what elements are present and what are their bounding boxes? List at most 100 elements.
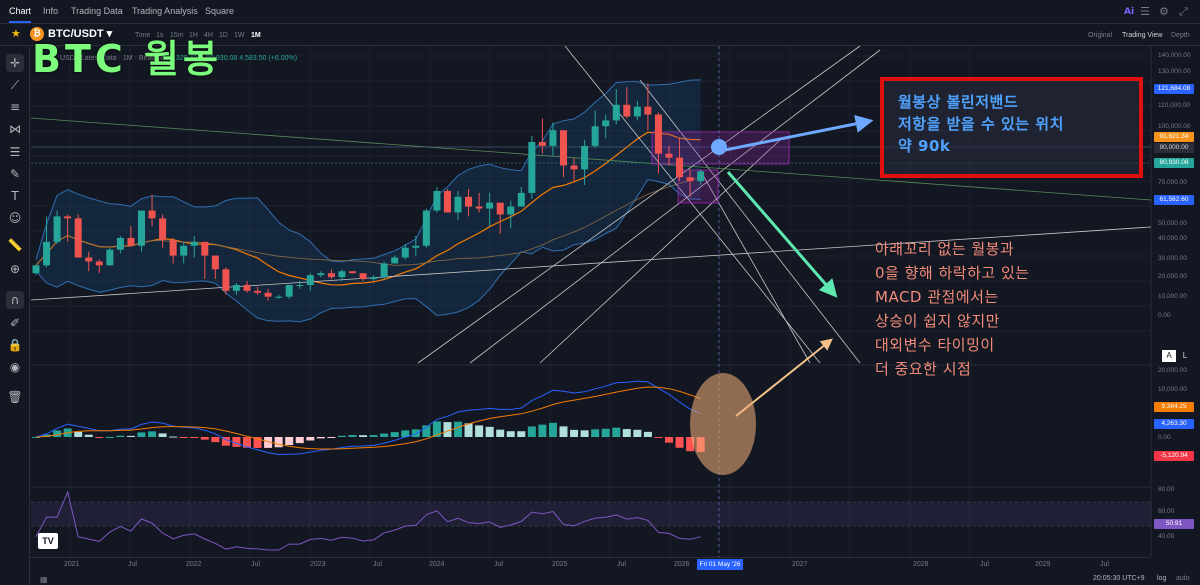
trendline [639,79,861,364]
top-nav: Chart Info Trading Data Trading Analysis… [0,0,1200,24]
interval-1w[interactable]: 1W [234,32,245,39]
tab-chart[interactable]: Chart [9,6,32,23]
tab-info[interactable]: Info [43,6,59,16]
candle-body [201,241,209,256]
candle-body [317,273,325,276]
ai-icon[interactable]: Ai [1124,7,1135,17]
note-line: 대외변수 타이밍이 [875,336,995,354]
tab-square[interactable]: Square [205,6,235,16]
arrow-to-callout [724,114,874,152]
candle-body [496,202,504,215]
macd-bar [665,437,673,443]
rsi-scale-label: 60.00 [1158,508,1175,515]
tab-trading-data[interactable]: Trading Data [71,6,123,16]
price-tag-last: 80,930.08 [1154,158,1194,168]
macd-bar [643,431,652,437]
macd-bar [432,421,441,437]
candle-body [159,218,167,240]
log-toggle[interactable]: log [1157,575,1167,582]
trash-icon[interactable]: 🗑 [7,390,23,404]
lock-drawing-icon[interactable]: ✐ [9,316,21,330]
horizontal-lines-icon[interactable]: ≡ [9,100,21,114]
macd-bar [422,425,431,437]
candle-body [254,290,262,293]
brush-icon[interactable]: ✎ [9,167,21,181]
macd-bar [190,437,199,438]
gear-icon[interactable]: ⚙ [1159,5,1169,18]
macd-bar [316,437,325,439]
expand-icon[interactable]: ⤢ [1179,5,1188,18]
bollinger-upper [35,79,701,263]
zoom-icon[interactable]: ⊕ [9,262,21,276]
macd-bar [42,434,51,437]
macd-bar [686,437,695,452]
macd-bar [221,437,230,446]
macd-bar [158,433,167,437]
trendline-icon[interactable]: ⟋ [10,77,20,92]
candle-body [370,277,378,280]
log-scale-button[interactable]: L [1182,351,1188,360]
macd-bar [243,437,251,448]
auto-toggle[interactable]: auto [1176,575,1190,582]
view-depth[interactable]: Depth [1171,32,1190,39]
candle-body [285,284,293,297]
macd-scale-label: 0.00 [1158,434,1171,441]
candle-body [644,106,652,115]
price-scale-label: 40,000.00 [1158,235,1187,242]
magnet-icon[interactable]: ∩ [6,291,24,309]
view-trading-view[interactable]: Trading View [1122,32,1163,39]
macd-bar [559,426,568,437]
auto-scale-button[interactable]: A [1162,350,1176,362]
callout-line: 약 90k [898,137,951,155]
view-original[interactable]: Original [1088,32,1113,39]
time-label: Jul [494,561,503,568]
pitchfork-icon[interactable]: ⋈ [9,122,21,136]
macd-scale-label: 10,000.00 [1158,386,1187,393]
symbol-selector[interactable]: BTC/USDT ▾ [48,28,113,40]
candle-body [549,130,557,146]
crosshair-icon[interactable]: ✛ [6,54,24,72]
time-axis [30,557,1150,571]
candle-body [349,271,356,274]
macd-bar [411,429,420,437]
status-time[interactable]: 20:05:30 UTC+9 [1093,575,1145,582]
time-label: 2028 [913,561,929,568]
interval-4h[interactable]: 4H [204,32,213,39]
settings-icon[interactable]: ☰ [1140,5,1150,18]
lock-icon[interactable]: 🔒 [7,338,23,352]
interval-1m[interactable]: 1M [251,32,261,39]
macd-bar [148,431,157,437]
trendline [564,45,821,364]
macd-bar [517,431,526,437]
eye-icon[interactable]: ◉ [9,360,21,374]
fib-icon[interactable]: ☰ [9,145,21,159]
time-label: Jul [128,561,137,568]
time-label: 2022 [186,561,202,568]
rsi-band [31,502,1151,526]
interval-1s[interactable]: 1s [156,32,164,39]
interval-time[interactable]: Time [135,32,151,39]
interval-15m[interactable]: 15m [170,32,184,39]
candle-body [560,130,567,166]
price-scale-label: 0.00 [1158,312,1171,319]
emoji-icon[interactable]: ☺ [8,211,22,225]
candle-body [401,247,409,258]
interval-1d[interactable]: 1D [219,32,228,39]
calendar-icon[interactable]: ▦ [40,575,48,584]
macd-bar [32,437,40,438]
candle-body [180,245,188,256]
favorite-star-icon[interactable]: ★ [11,27,21,40]
text-icon[interactable]: T [11,189,19,203]
candles [32,83,705,301]
interval-1h[interactable]: 1H [189,32,198,39]
time-label: 2021 [64,561,80,568]
long-ma [35,176,701,266]
candle-body [517,192,525,207]
ruler-icon[interactable]: 📏 [7,238,23,252]
candle-body [623,104,631,117]
candle-body [475,206,483,209]
macd-bar [454,421,462,437]
tab-trading-analysis[interactable]: Trading Analysis [132,6,198,16]
time-label: Jul [1100,561,1109,568]
